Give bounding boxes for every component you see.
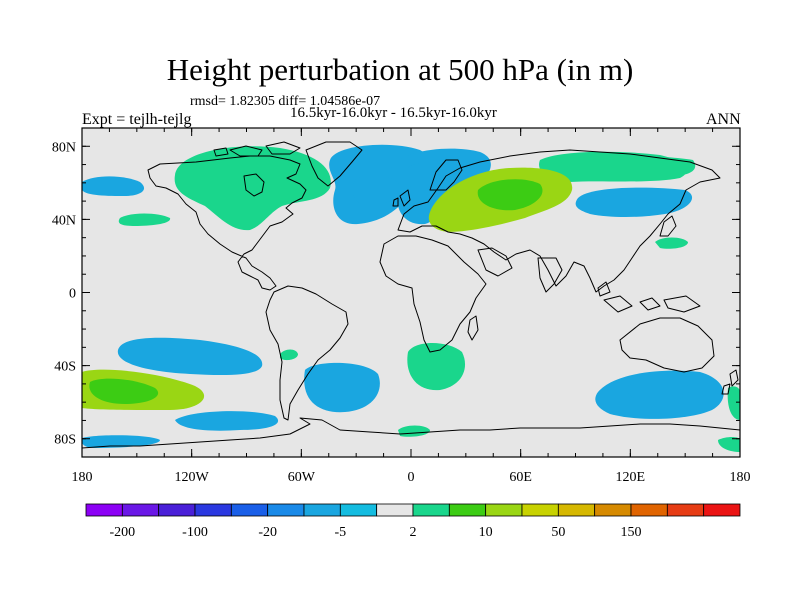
anomaly-region (280, 349, 298, 361)
anomaly-region (82, 176, 145, 196)
colorbar-label: 2 (410, 525, 417, 540)
colorbar-swatch (303, 503, 341, 517)
coastline-new-zealand (721, 369, 739, 395)
lat-tick-label: 0 (69, 287, 76, 302)
anomaly-region (304, 362, 380, 413)
anomaly-core (477, 179, 543, 211)
stats-text: rmsd= 1.82305 diff= 1.04586e-07 (190, 94, 381, 109)
colorbar-swatch (666, 503, 705, 517)
anomaly-region (82, 435, 160, 448)
lon-tick-label: 60E (509, 470, 532, 485)
anomaly-region (175, 411, 279, 431)
latitude-axis: 80N 40N 0 40S 80S (52, 127, 740, 458)
lon-tick-label: 0 (408, 470, 415, 485)
coastline-maritime-asia (597, 281, 701, 313)
anomaly-region (727, 386, 740, 420)
colorbar-label: 150 (621, 525, 642, 540)
plot-title: Height perturbation at 500 hPa (in m) (166, 52, 634, 87)
lat-tick-label: 40N (52, 213, 76, 228)
anomaly-core (403, 162, 449, 190)
anomaly-fields (82, 144, 740, 452)
lon-tick-label: 120W (175, 470, 210, 485)
colorbar-label: -200 (109, 525, 135, 540)
season-label: ANN (706, 111, 741, 128)
coastline-north-america (147, 155, 307, 291)
anomaly-region (118, 213, 171, 226)
anomaly-region (718, 437, 740, 452)
coastline-japan (659, 215, 677, 237)
colorbar-swatch (630, 503, 668, 517)
longitude-axis: 180 120W 60W 0 60E 120E 180 (72, 128, 751, 485)
colorbar-swatch (448, 503, 487, 517)
coastline-canadian-arctic (213, 141, 301, 157)
anomaly-core (162, 353, 192, 364)
lat-tick-label: 80N (52, 140, 76, 155)
coastline-south-america (265, 285, 349, 421)
colorbar-swatch (485, 503, 523, 517)
colorbar-label: 50 (551, 525, 565, 540)
colorbar: -200 -100 -20 -5 2 10 50 150 (85, 503, 741, 540)
coastline-greenland (305, 141, 363, 187)
anomaly-region (174, 146, 331, 231)
colorbar-label: -20 (258, 525, 277, 540)
experiment-label: Expt = tejlh-tejlg (82, 111, 192, 128)
colorbar-swatch (230, 503, 269, 517)
anomaly-core (626, 380, 690, 402)
colorbar-swatch (121, 503, 160, 517)
coastline-scandinavia (429, 159, 463, 191)
coastline-madagascar (467, 315, 479, 341)
coastlines (82, 141, 740, 449)
coastline-africa (379, 235, 487, 353)
colorbar-label: 10 (479, 525, 493, 540)
coastline-eurasia (397, 149, 721, 293)
colorbar-label: -100 (182, 525, 208, 540)
coastline-india (537, 257, 563, 293)
colorbar-swatch (158, 503, 196, 517)
colorbar-swatch (85, 503, 123, 517)
anomaly-core (89, 378, 159, 404)
colorbar-swatch (557, 503, 596, 517)
colorbar-swatch (267, 503, 305, 517)
coastline-hudson-bay (243, 173, 265, 197)
lat-tick-label: 40S (54, 360, 76, 375)
coastline-antarctica (82, 417, 740, 449)
coastline-arabia (477, 247, 513, 277)
lon-tick-label: 60W (288, 470, 316, 485)
anomaly-region (575, 187, 693, 217)
lon-tick-label: 180 (72, 470, 93, 485)
colorbar-swatch (376, 503, 414, 517)
anomaly-core (352, 175, 401, 206)
colorbar-swatch (412, 503, 450, 517)
colorbar-swatch (339, 503, 378, 517)
colorbar-swatch (521, 503, 559, 517)
colorbar-swatch (703, 503, 741, 517)
colorbar-swatch (594, 503, 632, 517)
colorbar-swatch (194, 503, 232, 517)
lon-tick-label: 180 (730, 470, 751, 485)
lat-tick-label: 80S (54, 433, 76, 448)
lon-tick-label: 120E (616, 470, 646, 485)
coastline-australia (619, 317, 715, 373)
anomaly-region (655, 237, 688, 249)
colorbar-label: -5 (334, 525, 346, 540)
anomaly-region (407, 343, 466, 391)
period-text: 16.5kyr-16.0kyr - 16.5kyr-16.0kyr (290, 105, 497, 121)
coastline-uk (392, 189, 411, 207)
anomaly-region (560, 156, 696, 177)
